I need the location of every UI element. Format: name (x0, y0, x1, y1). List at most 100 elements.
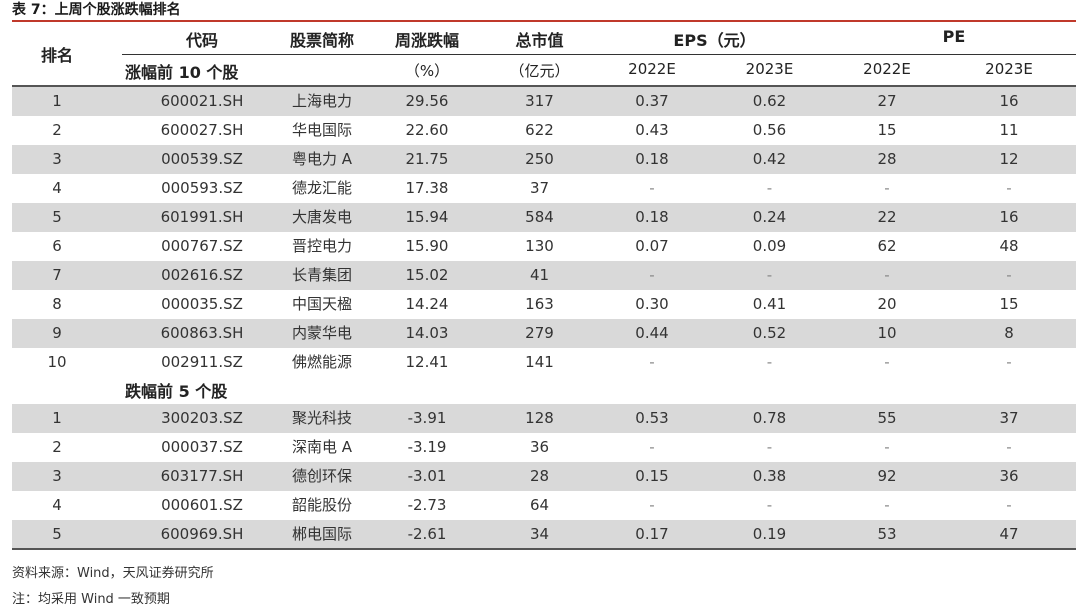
cell-name: 中国天楹 (291, 295, 352, 313)
header-pe-2022e: 2022E (863, 60, 911, 78)
cell-pe-2022e: 20 (877, 295, 897, 313)
cell-mktcap: 317 (525, 92, 554, 110)
cell-eps-2023e: - (766, 266, 773, 284)
cell-eps-2022e: 0.53 (635, 409, 669, 427)
cell-change: -3.19 (407, 438, 447, 456)
cell-code: 601991.SH (160, 208, 244, 226)
table-row: 5 601991.SH 大唐发电 15.94 584 0.18 0.24 22 16 (12, 203, 1076, 232)
cell-eps-2023e: 0.19 (752, 525, 787, 543)
cell-pe-2023e: - (1006, 496, 1012, 514)
cell-code: 600863.SH (160, 324, 244, 342)
cell-eps-2022e: 0.43 (635, 121, 669, 139)
cell-rank: 3 (52, 150, 62, 168)
cell-rank: 3 (52, 467, 62, 485)
cell-eps-2023e: 0.41 (752, 295, 787, 313)
cell-mktcap: 584 (525, 208, 554, 226)
cell-pe-2023e: 16 (999, 208, 1019, 226)
cell-change: 15.90 (405, 237, 449, 255)
cell-eps-2023e: 0.56 (752, 121, 787, 139)
cell-eps-2022e: 0.17 (635, 525, 669, 543)
table-row: 6 000767.SZ 晋控电力 15.90 130 0.07 0.09 62 48 (12, 232, 1076, 261)
cell-eps-2022e: 0.07 (635, 237, 669, 255)
footnote: 注：均采用 Wind 一致预期 (12, 592, 170, 607)
cell-rank: 4 (52, 496, 62, 514)
cell-change: -2.73 (407, 496, 447, 514)
cell-pe-2022e: 22 (877, 208, 897, 226)
cell-pe-2022e: - (884, 496, 890, 514)
table-top-rule (12, 20, 1076, 22)
cell-code: 000767.SZ (161, 237, 243, 255)
table-row: 1 600021.SH 上海电力 29.56 317 0.37 0.62 27 16 (12, 87, 1076, 116)
cell-name: 韶能股份 (291, 496, 352, 514)
cell-pe-2023e: 47 (999, 525, 1019, 543)
cell-mktcap: 622 (525, 121, 554, 139)
cell-eps-2023e: 0.09 (752, 237, 787, 255)
section-losers-label: 跌幅前 5 个股 (125, 382, 228, 401)
cell-eps-2023e: 0.62 (752, 92, 787, 110)
cell-rank: 1 (52, 92, 62, 110)
cell-eps-2022e: 0.18 (635, 150, 669, 168)
cell-code: 600969.SH (160, 525, 244, 543)
cell-eps-2023e: 0.52 (752, 324, 787, 342)
cell-rank: 7 (52, 266, 62, 284)
cell-pe-2023e: 12 (999, 150, 1019, 168)
table-row: 4 000593.SZ 德龙汇能 17.38 37 - - - - (12, 174, 1076, 203)
table-row: 3 603177.SH 德创环保 -3.01 28 0.15 0.38 92 36 (12, 462, 1076, 491)
cell-name: 内蒙华电 (291, 324, 352, 342)
header-code: 代码 (185, 31, 218, 50)
cell-pe-2022e: 10 (877, 324, 897, 342)
cell-pe-2022e: - (884, 266, 890, 284)
cell-rank: 2 (52, 121, 62, 139)
header-mktcap: 总市值 (515, 31, 564, 50)
cell-eps-2022e: 0.37 (635, 92, 669, 110)
cell-change: 17.38 (405, 179, 449, 197)
cell-code: 002911.SZ (161, 353, 243, 371)
cell-change: 29.56 (405, 92, 449, 110)
cell-pe-2023e: 16 (999, 92, 1019, 110)
cell-name: 上海电力 (291, 92, 352, 110)
header-pe-2023e: 2023E (985, 60, 1033, 78)
cell-change: 15.02 (405, 266, 449, 284)
cell-change: 22.60 (405, 121, 449, 139)
cell-eps-2023e: 0.24 (752, 208, 787, 226)
cell-eps-2023e: - (766, 496, 773, 514)
cell-name: 聚光科技 (291, 409, 352, 427)
cell-pe-2022e: 55 (877, 409, 897, 427)
cell-eps-2022e: 0.18 (635, 208, 669, 226)
header-bottom-rule (12, 85, 1076, 87)
cell-pe-2022e: 27 (877, 92, 897, 110)
cell-eps-2023e: 0.42 (752, 150, 787, 168)
cell-name: 深南电 A (291, 438, 353, 456)
cell-pe-2022e: - (884, 179, 890, 197)
header-name: 股票简称 (289, 31, 354, 50)
header-eps-2022e: 2022E (628, 60, 676, 78)
cell-change: -3.01 (407, 467, 447, 485)
cell-pe-2022e: 28 (877, 150, 897, 168)
cell-code: 000601.SZ (161, 496, 243, 514)
table-header: 排名 代码 股票简称 周涨跌幅 （%） 总市值 （亿元） EPS（元） 2022… (12, 22, 1076, 85)
header-change-unit: （%） (404, 62, 450, 80)
cell-name: 郴电国际 (291, 525, 352, 543)
cell-mktcap: 128 (525, 409, 554, 427)
header-eps-2023e: 2023E (745, 60, 794, 78)
cell-eps-2023e: 0.78 (752, 409, 787, 427)
cell-eps-2023e: - (766, 353, 773, 371)
table-row: 3 000539.SZ 粤电力 A 21.75 250 0.18 0.42 28 12 (12, 145, 1076, 174)
cell-eps-2022e: 0.44 (635, 324, 669, 342)
cell-mktcap: 37 (529, 179, 550, 197)
cell-pe-2022e: 53 (877, 525, 897, 543)
cell-eps-2022e: - (649, 438, 655, 456)
cell-change: 15.94 (405, 208, 449, 226)
cell-name: 大唐发电 (291, 208, 352, 226)
cell-mktcap: 64 (529, 496, 550, 514)
cell-eps-2022e: - (649, 266, 655, 284)
header-rank: 排名 (40, 46, 73, 65)
cell-code: 300203.SZ (161, 409, 243, 427)
cell-name: 长青集团 (291, 266, 352, 284)
cell-change: 21.75 (405, 150, 449, 168)
cell-eps-2022e: - (649, 496, 655, 514)
cell-mktcap: 141 (525, 353, 554, 371)
header-change: 周涨跌幅 (394, 31, 459, 50)
cell-mktcap: 41 (529, 266, 550, 284)
cell-pe-2023e: - (1006, 353, 1012, 371)
